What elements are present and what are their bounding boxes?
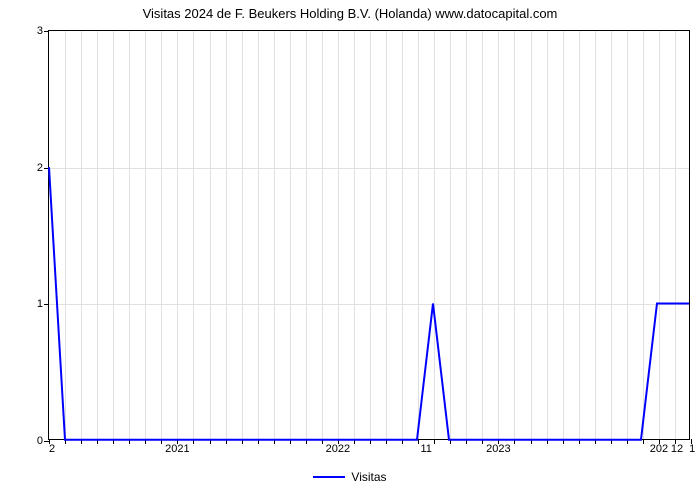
y-tick-label: 0: [37, 435, 49, 447]
x-tick-label: 12: [671, 443, 683, 455]
chart-title: Visitas 2024 de F. Beukers Holding B.V. …: [0, 6, 700, 21]
y-tick-label: 2: [37, 162, 49, 174]
data-series-line: [49, 31, 689, 440]
x-tick-label: 2021: [165, 443, 189, 455]
chart-legend: Visitas: [0, 470, 700, 484]
y-tick-label: 3: [37, 25, 49, 37]
x-tick-label: 1: [689, 443, 695, 455]
x-tick-label: 2: [49, 443, 55, 455]
x-tick-label: 2023: [486, 443, 510, 455]
x-tick-label: 11: [420, 443, 431, 455]
x-tick-label: 202: [650, 443, 668, 455]
legend-label: Visitas: [351, 470, 386, 484]
plot-area: 0123 202120221120232022121: [48, 30, 690, 440]
y-tick-label: 1: [37, 298, 49, 310]
x-tick-label: 2022: [326, 443, 350, 455]
legend-swatch: [313, 476, 345, 478]
